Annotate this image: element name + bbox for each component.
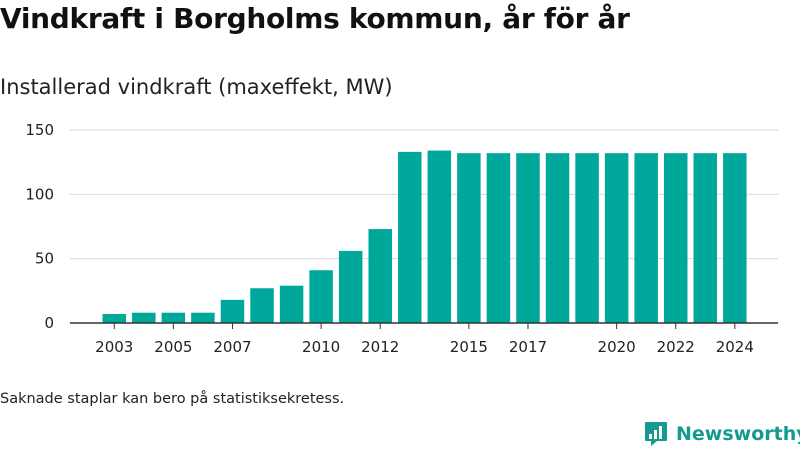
chart-subtitle: Installerad vindkraft (maxeffekt, MW) <box>0 75 393 99</box>
bar <box>604 153 629 323</box>
bar <box>161 312 186 323</box>
x-tick-label: 2015 <box>450 338 488 356</box>
bar <box>427 150 452 323</box>
x-tick-label: 2005 <box>154 338 192 356</box>
bar <box>368 229 392 323</box>
bar <box>132 312 156 323</box>
newsworthy-logo-icon <box>645 422 667 446</box>
bar-chart: 0 50 100 150 2003 2005 2007 2010 2012 2015 2017 202… <box>25 121 778 356</box>
bar <box>516 153 540 323</box>
x-tick-label: 2003 <box>95 338 133 356</box>
bar <box>723 153 747 323</box>
bar <box>220 299 245 323</box>
bars <box>102 150 747 323</box>
axis-labels: 0 50 100 150 2003 2005 2007 2010 2012 2015 2017 202… <box>25 121 754 356</box>
bar <box>457 153 481 323</box>
bar <box>338 250 363 323</box>
x-tick-label: 2022 <box>657 338 695 356</box>
y-tick-label: 150 <box>25 121 54 139</box>
brand-logo[interactable]: Newsworthy <box>644 420 800 448</box>
x-axis <box>70 322 778 329</box>
bar <box>575 153 599 323</box>
bar <box>663 153 688 323</box>
y-tick-label: 100 <box>25 185 54 203</box>
bar <box>102 313 127 323</box>
x-tick-label: 2012 <box>361 338 399 356</box>
x-tick-label: 2024 <box>716 338 754 356</box>
x-tick-label: 2010 <box>302 338 340 356</box>
bar <box>398 151 422 323</box>
x-tick-label: 2020 <box>598 338 636 356</box>
x-tick-label: 2017 <box>509 338 547 356</box>
y-tick-label: 0 <box>44 314 54 332</box>
bar <box>634 153 658 323</box>
y-tick-label: 50 <box>35 250 54 268</box>
x-tick-label: 2007 <box>213 338 251 356</box>
bar <box>250 288 274 323</box>
bar <box>279 285 304 323</box>
chart-title: Vindkraft i Borgholms kommun, år för år <box>0 2 630 35</box>
bar <box>693 153 718 323</box>
bar <box>191 312 215 323</box>
bar <box>486 153 511 323</box>
bar <box>545 153 570 323</box>
bar <box>309 270 333 323</box>
footnote: Saknade staplar kan bero på statistiksek… <box>0 391 345 407</box>
brand-name: Newsworthy <box>676 423 800 445</box>
grid-lines <box>70 129 778 260</box>
